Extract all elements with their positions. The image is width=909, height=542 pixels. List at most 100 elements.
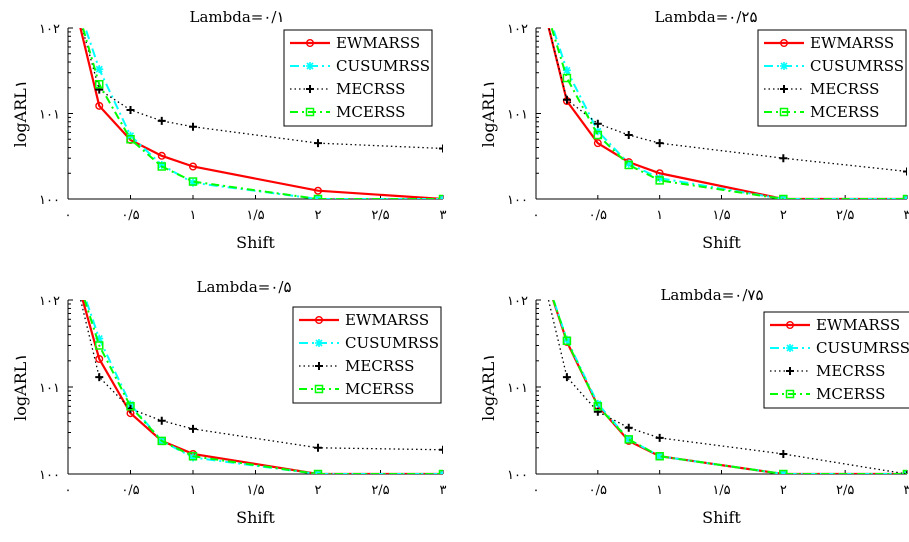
x-tick-label: ۳ [440, 483, 447, 498]
legend-label: MECRSS [345, 357, 414, 375]
data-point-cusumrss [95, 65, 103, 73]
x-tick-label: ۰/۵ [121, 208, 139, 223]
data-point-mecrss [625, 131, 633, 139]
data-point-mecrss [439, 144, 447, 152]
x-tick-label: ۲/۵ [371, 483, 389, 498]
x-tick-label: ۲ [780, 483, 787, 498]
x-tick-label: ۳ [904, 483, 909, 498]
x-tick-label: ۱ [190, 208, 197, 223]
data-point-mecrss [95, 373, 103, 381]
y-tick-label: ۱۰۱ [39, 108, 60, 123]
data-point-mecrss [158, 117, 166, 125]
y-axis-label: logARL۱ [11, 80, 30, 148]
x-tick-label: ۲ [780, 208, 787, 223]
legend-label: CUSUMRSS [336, 57, 430, 75]
y-tick-label: ۱۰۱ [507, 108, 528, 123]
x-tick-label: ۲/۵ [836, 483, 854, 498]
x-tick-label: ۰ [65, 208, 72, 223]
legend: EWMARSS CUSUMRSS MECRSS MCERSS [764, 312, 909, 408]
legend-label: MECRSS [810, 80, 879, 98]
legend-label: MCERSS [810, 103, 879, 121]
x-tick-label: ۱/۵ [712, 483, 730, 498]
x-tick-label: ۱/۵ [246, 483, 264, 498]
legend: EWMARSS CUSUMRSS MECRSS MCERSS [758, 30, 906, 126]
chart-title: Lambda=۰/۲۵ [654, 8, 757, 26]
panel-2: Lambda=۰/۲۵ ۰ ۰/۵ ۱ ۱/۵ ۲ ۲/۵ ۳ ۱۰۰ ۱۰۱ ۱۰۲ Shift lo… [479, 0, 909, 252]
data-point-mecrss [314, 139, 322, 147]
x-tick-label: ۳ [904, 208, 909, 223]
x-tick-label: ۱ [190, 483, 197, 498]
y-tick-label: ۱۰۲ [39, 294, 60, 309]
legend-label: EWMARSS [816, 316, 900, 334]
y-axis-label: logARL۱ [479, 80, 498, 148]
x-tick-label: ۱ [656, 208, 663, 223]
legend-label: MCERSS [336, 103, 405, 121]
data-point-mecrss [563, 373, 571, 381]
x-tick-label: ۲ [315, 483, 322, 498]
panel-3: Lambda=۰/۵ ۰ ۰/۵ ۱ ۱/۵ ۲ ۲/۵ ۳ ۱۰۰ ۱۰۱ ۱۰۲ Shift log… [11, 248, 447, 527]
x-tick-label: ۰ [65, 483, 72, 498]
data-point-mecrss [656, 139, 664, 147]
legend-label: MCERSS [345, 380, 414, 398]
y-tick-label: ۱۰۰ [507, 468, 528, 483]
y-tick-label: ۱۰۰ [39, 193, 60, 208]
data-point-mecrss [189, 123, 197, 131]
y-tick-label: ۱۰۰ [507, 193, 528, 208]
x-tick-label: ۰/۵ [121, 483, 139, 498]
y-tick-label: ۱۰۰ [39, 468, 60, 483]
data-point-mecrss [158, 417, 166, 425]
panel-4: Lambda=۰/۷۵ ۰ ۰/۵ ۱ ۱/۵ ۲ ۲/۵ ۳ ۱۰۰ ۱۰۱ ۱۰۲ Shift lo… [479, 248, 909, 527]
legend-label: MECRSS [816, 362, 885, 380]
x-tick-label: ۰/۵ [589, 483, 607, 498]
legend-label: CUSUMRSS [816, 339, 909, 357]
chart-title: Lambda=۰/۱ [189, 8, 284, 26]
legend-label: EWMARSS [345, 311, 429, 329]
legend-marker [306, 62, 314, 70]
y-tick-label: ۱۰۲ [39, 22, 60, 37]
legend-marker [315, 339, 323, 347]
legend-label: CUSUMRSS [345, 334, 439, 352]
chart-title: Lambda=۰/۵ [196, 278, 291, 296]
x-axis-label: Shift [236, 233, 275, 252]
x-tick-label: ۲/۵ [371, 208, 389, 223]
x-tick-label: ۳ [440, 208, 447, 223]
legend-marker [786, 344, 794, 352]
y-tick-label: ۱۰۱ [39, 381, 60, 396]
data-point-mecrss [656, 434, 664, 442]
data-point-mecrss [127, 106, 135, 114]
x-tick-label: ۰/۵ [589, 208, 607, 223]
data-point-mecrss [439, 446, 447, 454]
x-tick-label: ۱/۵ [712, 208, 730, 223]
panel-1: Lambda=۰/۱ ۰ ۰/۵ ۱ ۱/۵ ۲ ۲/۵ ۳ ۱۰۰ ۱۰۱ ۱۰۲ Shift log… [11, 0, 447, 252]
x-tick-label: ۰ [533, 208, 540, 223]
data-point-mecrss [779, 154, 787, 162]
y-tick-label: ۱۰۱ [507, 381, 528, 396]
legend-marker [780, 62, 788, 70]
x-axis-label: Shift [236, 508, 275, 527]
x-tick-label: ۱ [656, 483, 663, 498]
data-point-mecrss [314, 444, 322, 452]
x-tick-label: ۱/۵ [246, 208, 264, 223]
x-tick-label: ۲/۵ [836, 208, 854, 223]
data-point-mecrss [779, 450, 787, 458]
x-tick-label: ۲ [315, 208, 322, 223]
data-point-mecrss [903, 167, 909, 175]
chart-title: Lambda=۰/۷۵ [660, 286, 763, 304]
y-tick-label: ۱۰۲ [507, 294, 528, 309]
data-point-mecrss [625, 424, 633, 432]
legend-label: EWMARSS [810, 34, 894, 52]
legend-label: EWMARSS [336, 34, 420, 52]
x-axis-label: Shift [702, 508, 741, 527]
legend-label: MCERSS [816, 385, 885, 403]
legend: EWMARSS CUSUMRSS MECRSS MCERSS [293, 307, 441, 403]
y-axis-label: logARL۱ [11, 353, 30, 421]
legend-label: CUSUMRSS [810, 57, 904, 75]
y-tick-label: ۱۰۲ [507, 22, 528, 37]
y-axis-label: logARL۱ [479, 353, 498, 421]
data-point-mecrss [189, 425, 197, 433]
x-axis-label: Shift [702, 233, 741, 252]
x-tick-label: ۰ [533, 483, 540, 498]
